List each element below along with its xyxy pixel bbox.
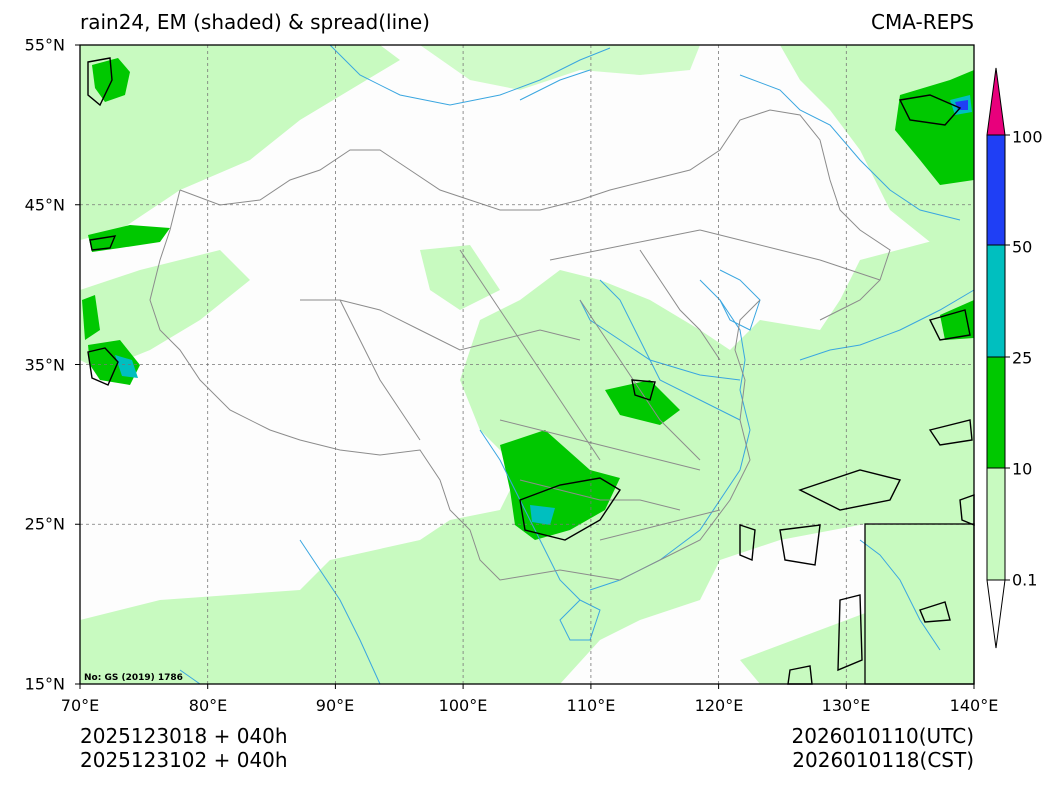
lon-label-120: 120°E bbox=[694, 696, 744, 715]
colorbar bbox=[986, 67, 1010, 649]
graticule bbox=[80, 45, 974, 684]
model-name: CMA-REPS bbox=[871, 10, 974, 34]
init-time-cst: 2025123102 + 040h bbox=[80, 748, 288, 772]
colorbar-50-100 bbox=[986, 134, 1006, 246]
colorbar-label-25: 25 bbox=[1012, 348, 1033, 368]
lat-label-25: 25°N bbox=[24, 514, 65, 534]
colorbar-label-100: 100 bbox=[1012, 127, 1043, 147]
valid-time-utc: 2026010110(UTC) bbox=[791, 724, 975, 748]
lat-label-55: 55°N bbox=[24, 35, 65, 55]
colorbar-label-0.1: 0.1 bbox=[1012, 570, 1038, 590]
admin-borders bbox=[149, 109, 891, 581]
colorbar-under-arrow bbox=[986, 579, 1006, 649]
lon-label-80: 80°E bbox=[188, 696, 228, 715]
valid-time-cst: 2026010118(CST) bbox=[792, 748, 974, 772]
colorbar-label-10: 10 bbox=[1012, 459, 1033, 479]
map-credit: No: GS (2019) 1786 bbox=[84, 673, 183, 683]
lat-label-35: 35°N bbox=[24, 355, 65, 375]
lon-label-140: 140°E bbox=[949, 696, 999, 715]
colorbar-10-25 bbox=[986, 356, 1006, 469]
lat-label-15: 15°N bbox=[24, 674, 65, 694]
map-title: rain24, EM (shaded) & spread(line) bbox=[80, 10, 430, 34]
init-times: 2025123018 + 040h 2025123102 + 040h bbox=[80, 724, 288, 772]
lon-label-90: 90°E bbox=[315, 696, 355, 715]
colorbar-label-50: 50 bbox=[1012, 237, 1033, 257]
valid-times: 2026010110(UTC) 2026010118(CST) bbox=[792, 724, 975, 772]
axis-ticks bbox=[75, 44, 975, 689]
lon-label-110: 110°E bbox=[566, 696, 616, 715]
lon-label-100: 100°E bbox=[438, 696, 488, 715]
colorbar-25-50 bbox=[986, 244, 1006, 358]
lon-label-130: 130°E bbox=[821, 696, 871, 715]
lat-label-45: 45°N bbox=[24, 195, 65, 215]
colorbar-over-arrow bbox=[986, 67, 1006, 136]
colorbar-01-10 bbox=[986, 467, 1006, 581]
lon-label-70: 70°E bbox=[60, 696, 100, 715]
init-time-utc: 2025123018 + 040h bbox=[80, 724, 288, 748]
spread-contours bbox=[87, 57, 975, 685]
